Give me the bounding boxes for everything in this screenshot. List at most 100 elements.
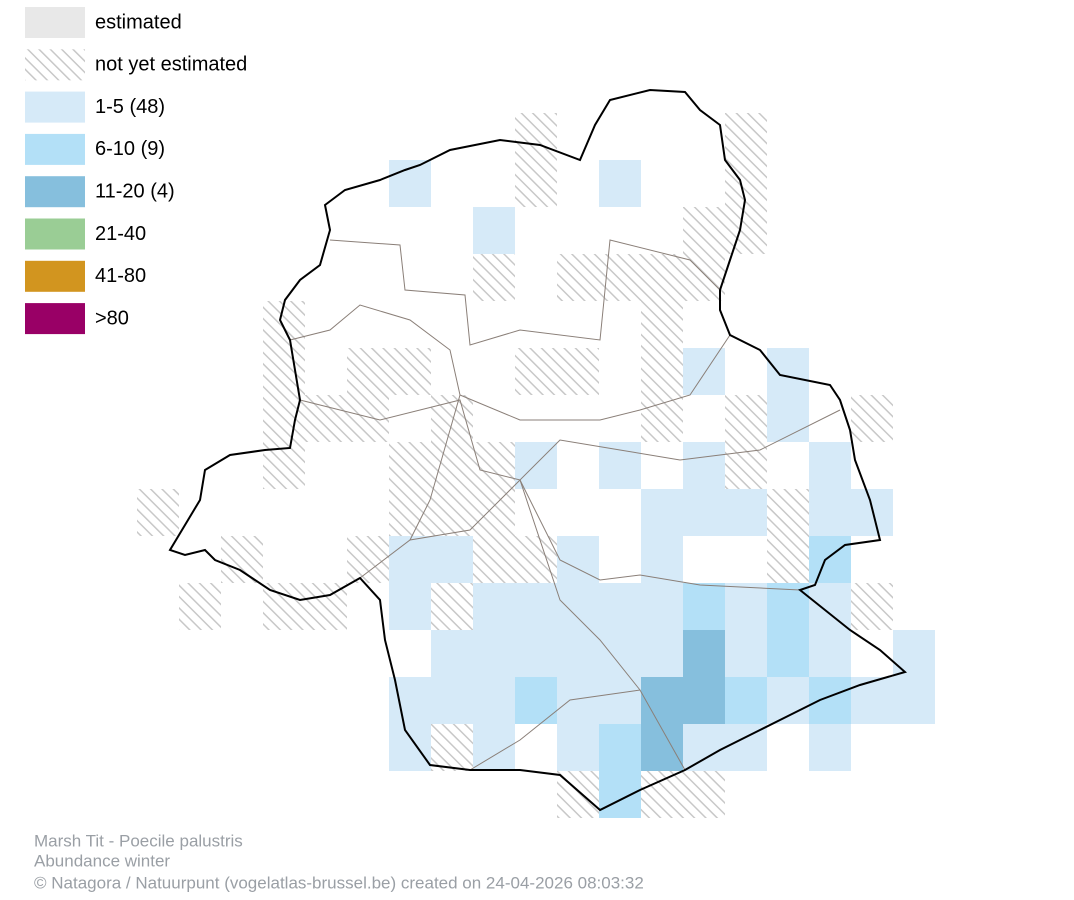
grid-cell: [725, 207, 767, 254]
grid-cell: [683, 489, 725, 536]
grid-cell: [809, 630, 851, 677]
grid-cell: [599, 677, 641, 724]
legend: estimated not yet estimated 1-5 (48) 6-10 (…: [25, 7, 247, 335]
grid-cell: [599, 724, 641, 771]
grid-cell: [725, 442, 767, 489]
grid-cell: [221, 536, 263, 583]
credit: © Natagora / Natuurpunt (vogelatlas-brus…: [34, 873, 644, 892]
grid-cell: [809, 442, 851, 489]
grid-cell: [641, 677, 683, 724]
grid-cell: [641, 630, 683, 677]
grid-cell: [515, 348, 557, 395]
legend-label: >80: [95, 307, 129, 329]
grid-cell: [263, 301, 305, 348]
grid-cell: [389, 160, 431, 207]
grid-cell: [557, 724, 599, 771]
grid-cell: [305, 583, 347, 630]
grid-cell: [431, 677, 473, 724]
legend-label: 6-10 (9): [95, 138, 165, 160]
grid-cell: [767, 536, 809, 583]
grid-cell: [431, 395, 473, 442]
grid-cell: [683, 677, 725, 724]
grid-cell: [851, 395, 893, 442]
grid-cell: [893, 630, 935, 677]
grid-cell: [263, 395, 305, 442]
grid-cell: [725, 724, 767, 771]
grid-cell: [599, 442, 641, 489]
grid-cell: [431, 583, 473, 630]
grid-cell: [851, 677, 893, 724]
species-name: Marsh Tit - Poecile palustris: [34, 831, 243, 850]
grid-cell: [641, 254, 683, 301]
grid-cell: [599, 254, 641, 301]
grid-cell: [473, 442, 515, 489]
grid-cell: [725, 630, 767, 677]
grid-cell: [557, 630, 599, 677]
grid-cell: [683, 583, 725, 630]
grid-cell: [473, 630, 515, 677]
grid-cell: [641, 583, 683, 630]
grid-cell: [641, 771, 683, 818]
grid-cell: [389, 348, 431, 395]
grid-cell: [725, 583, 767, 630]
grid-cell: [389, 724, 431, 771]
grid-cell: [599, 771, 641, 818]
legend-label: estimated: [95, 11, 182, 33]
grid-cell: [683, 254, 725, 301]
grid-cell: [557, 536, 599, 583]
grid-cell: [515, 113, 557, 160]
grid-cell: [599, 630, 641, 677]
grid-cells: [137, 113, 935, 818]
map-subtitle: Abundance winter: [34, 851, 170, 870]
grid-cell: [725, 395, 767, 442]
legend-swatch: [25, 303, 85, 335]
grid-cell: [641, 489, 683, 536]
grid-cell: [641, 395, 683, 442]
grid-cell: [431, 630, 473, 677]
grid-cell: [725, 113, 767, 160]
grid-cell: [179, 583, 221, 630]
grid-cell: [767, 348, 809, 395]
grid-cell: [683, 348, 725, 395]
grid-cell: [851, 583, 893, 630]
grid-cell: [683, 207, 725, 254]
grid-cell: [809, 583, 851, 630]
grid-cell: [641, 724, 683, 771]
grid-cell: [473, 207, 515, 254]
legend-label: 1-5 (48): [95, 96, 165, 118]
grid-cell: [683, 630, 725, 677]
legend-swatch: [25, 260, 85, 292]
grid-cell: [473, 254, 515, 301]
legend-label: 11-20 (4): [95, 180, 175, 202]
grid-cell: [431, 442, 473, 489]
grid-cell: [431, 489, 473, 536]
grid-cell: [683, 442, 725, 489]
grid-cell: [599, 583, 641, 630]
grid-cell: [557, 348, 599, 395]
legend-swatch: [25, 176, 85, 208]
grid-cell: [809, 677, 851, 724]
region-outline: [168, 88, 908, 812]
grid-cell: [809, 536, 851, 583]
grid-cell: [893, 677, 935, 724]
grid-cell: [473, 677, 515, 724]
grid-cell: [557, 254, 599, 301]
grid-cell: [767, 395, 809, 442]
grid-cell: [431, 724, 473, 771]
grid-cell: [389, 489, 431, 536]
grid-cell: [557, 677, 599, 724]
grid-cell: [641, 348, 683, 395]
grid-cell: [809, 489, 851, 536]
grid-cell: [347, 348, 389, 395]
grid-cell: [809, 724, 851, 771]
grid-cell: [515, 630, 557, 677]
grid-cell: [137, 489, 179, 536]
grid-cell: [725, 489, 767, 536]
grid-cell: [389, 442, 431, 489]
legend-swatch: [25, 218, 85, 250]
grid-cell: [473, 489, 515, 536]
grid-cell: [515, 677, 557, 724]
grid-cell: [347, 395, 389, 442]
